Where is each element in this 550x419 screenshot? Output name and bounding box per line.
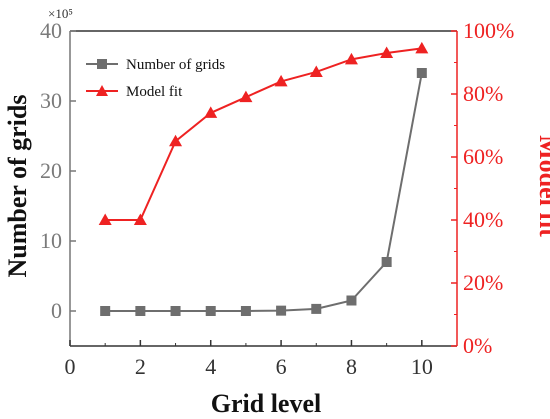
series-layer [98, 41, 429, 316]
grids-point [135, 306, 146, 316]
model-fit-point [380, 46, 394, 59]
right-tick-label: 80% [463, 81, 503, 106]
x-axis-ticks: 0 2 4 6 8 10 [65, 340, 433, 379]
model-fit-point [415, 41, 429, 54]
grids-point [100, 306, 111, 316]
model-fit-point [169, 134, 183, 147]
right-axis-ticks: 0% 20% 40% 60% 80% 100% [451, 18, 514, 358]
left-axis-multiplier: ×10⁵ [48, 6, 73, 21]
x-tick-label: 4 [205, 354, 216, 379]
x-tick-label: 6 [276, 354, 287, 379]
left-axis-ticks: 0 10 20 30 40 [40, 18, 76, 323]
model-fit-point [133, 213, 147, 225]
plot-frame [69, 30, 458, 347]
left-axis-title: Number of grids [3, 95, 32, 278]
left-tick-label: 30 [40, 88, 62, 113]
x-tick-label: 2 [135, 354, 146, 379]
x-tick-label: 10 [411, 354, 433, 379]
grids-point [381, 257, 392, 267]
right-tick-label: 0% [463, 333, 492, 358]
model-fit-point [239, 90, 253, 103]
right-tick-label: 40% [463, 207, 503, 232]
model-fit-point [344, 52, 358, 65]
right-tick-label: 20% [463, 270, 503, 295]
grids-point [276, 305, 287, 316]
grids-point [311, 303, 322, 314]
left-tick-label: 20 [40, 158, 62, 183]
model-fit-point [204, 106, 218, 118]
grids-point [346, 295, 357, 306]
left-tick-label: 10 [40, 228, 62, 253]
x-tick-label: 0 [65, 354, 76, 379]
model-fit-point [98, 213, 112, 225]
left-tick-label: 40 [40, 18, 62, 43]
model-fit-point [309, 65, 323, 77]
legend-fit-label: Model fit [126, 84, 183, 100]
right-tick-label: 60% [463, 144, 503, 169]
right-axis-title: Model fit [534, 135, 550, 237]
legend-grids-marker [97, 59, 107, 69]
grids-point [240, 306, 251, 316]
legend: Number of grids Model fit [86, 57, 225, 100]
x-axis-title: Grid level [211, 389, 321, 418]
right-tick-label: 100% [463, 18, 514, 43]
left-tick-label: 0 [51, 298, 62, 323]
series-line-model-fit [105, 47, 422, 221]
grids-point [170, 306, 181, 316]
grids-point [416, 68, 427, 78]
series-line-grids [105, 72, 423, 312]
grids-point [205, 306, 216, 316]
x-tick-label: 8 [346, 354, 357, 379]
model-fit-point [274, 74, 288, 87]
legend-grids-label: Number of grids [126, 57, 225, 73]
legend-fit-marker [96, 85, 108, 96]
